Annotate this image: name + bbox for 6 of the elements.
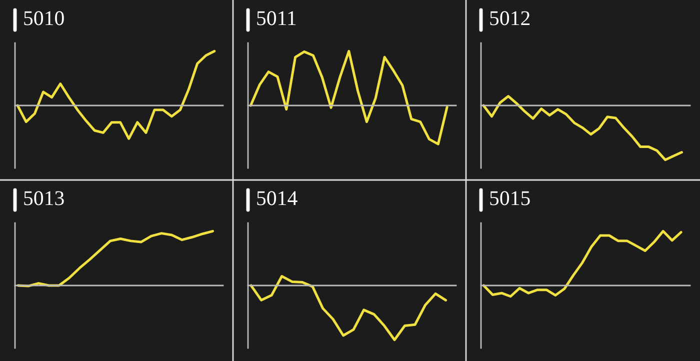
chart-title: 5014 xyxy=(257,191,298,206)
chart-title: 5015 xyxy=(490,191,530,206)
chart-title: 5013 xyxy=(24,191,64,206)
chart-title: 5011 xyxy=(257,11,296,26)
chart-title: 5010 xyxy=(24,11,64,26)
chart-title: 5012 xyxy=(490,11,530,26)
